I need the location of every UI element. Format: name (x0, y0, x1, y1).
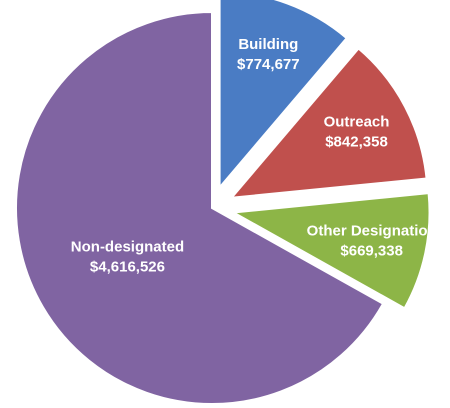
slice-value-label: $774,677 (237, 56, 300, 73)
slice-label: Outreach (324, 113, 390, 130)
pie-slice (218, 0, 349, 191)
slice-value-label: $4,616,526 (90, 259, 165, 276)
slice-label: Building (238, 36, 298, 53)
slice-value-label: $842,358 (325, 133, 388, 150)
pie-slice (15, 10, 385, 405)
pie-slice (229, 47, 428, 200)
slice-label: Other Designation (307, 222, 437, 239)
slice-value-label: $669,338 (340, 242, 403, 259)
pie-slice (230, 192, 431, 310)
slice-label: Non-designated (71, 239, 184, 256)
